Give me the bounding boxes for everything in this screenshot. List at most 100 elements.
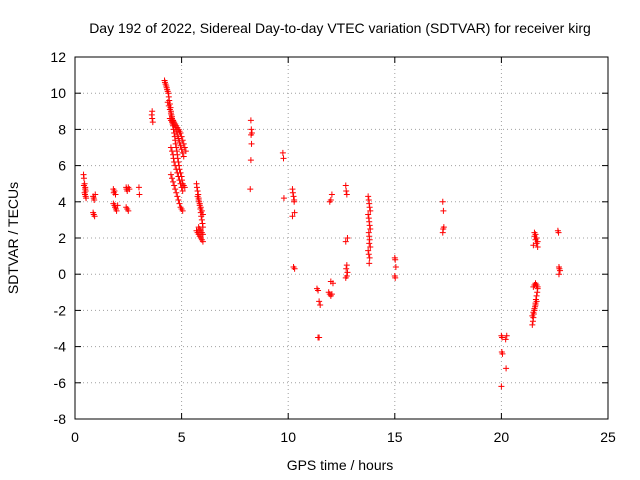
data-point	[92, 191, 99, 198]
data-point	[343, 191, 350, 198]
data-point	[197, 204, 204, 211]
data-point	[289, 189, 296, 196]
data-point	[179, 149, 186, 156]
data-point	[181, 144, 188, 151]
data-point	[177, 142, 184, 149]
data-point	[171, 158, 178, 165]
data-point	[342, 182, 349, 189]
data-point	[503, 332, 510, 339]
data-point	[529, 321, 536, 328]
data-point	[327, 196, 334, 203]
data-point	[365, 247, 372, 254]
data-point	[178, 184, 185, 191]
y-tick-label: -4	[54, 339, 67, 355]
data-point	[530, 242, 537, 249]
data-point	[367, 244, 374, 251]
data-point	[171, 182, 178, 189]
data-point	[367, 207, 374, 214]
y-tick-label: 0	[58, 266, 66, 282]
data-point	[291, 209, 298, 216]
data-point	[172, 140, 179, 147]
data-point	[291, 265, 298, 272]
data-point	[440, 207, 447, 214]
data-point	[165, 102, 172, 109]
data-point	[366, 260, 373, 267]
data-point	[179, 207, 186, 214]
data-point	[365, 251, 372, 258]
data-point	[439, 229, 446, 236]
data-point	[499, 350, 506, 357]
data-point	[248, 126, 255, 133]
y-tick-label: 6	[58, 158, 66, 174]
data-point	[317, 301, 324, 308]
y-tick-label: -2	[54, 302, 67, 318]
data-point	[280, 195, 287, 202]
data-point	[248, 140, 255, 147]
data-point	[316, 298, 323, 305]
chart-title: Day 192 of 2022, Sidereal Day-to-day VTE…	[89, 20, 591, 36]
data-point	[199, 238, 206, 245]
data-point	[198, 207, 205, 214]
x-axis-title: GPS time / hours	[287, 457, 394, 473]
data-point	[172, 186, 179, 193]
data-point	[125, 207, 132, 214]
data-point	[289, 213, 296, 220]
data-point	[173, 144, 180, 151]
data-point	[178, 133, 185, 140]
data-point	[176, 200, 183, 207]
data-point	[170, 178, 177, 185]
data-point	[175, 196, 182, 203]
data-point	[343, 187, 350, 194]
data-point	[392, 263, 399, 270]
data-point	[529, 312, 536, 319]
data-point	[176, 139, 183, 146]
data-point	[176, 177, 183, 184]
data-point	[149, 115, 156, 122]
data-point	[172, 162, 179, 169]
data-point	[199, 211, 206, 218]
data-point	[82, 186, 89, 193]
data-point	[533, 240, 540, 247]
data-point	[343, 262, 350, 269]
data-point	[164, 99, 171, 106]
data-point	[180, 153, 187, 160]
data-point	[167, 171, 174, 178]
x-tick-label: 10	[280, 429, 296, 445]
data-point	[365, 211, 372, 218]
y-axis-title: SDTVAR / TECUs	[5, 182, 21, 294]
data-point	[316, 334, 323, 341]
x-tick-label: 0	[71, 429, 79, 445]
data-point	[328, 191, 335, 198]
data-point	[170, 155, 177, 162]
data-point	[392, 274, 399, 281]
data-point	[136, 191, 143, 198]
data-point	[166, 106, 173, 113]
data-point	[194, 187, 201, 194]
data-point	[329, 280, 336, 287]
data-point	[175, 173, 182, 180]
data-point	[342, 274, 349, 281]
data-point	[175, 135, 182, 142]
data-point	[366, 204, 373, 211]
data-point	[177, 180, 184, 187]
data-point	[533, 292, 540, 299]
data-point	[531, 305, 538, 312]
data-point	[91, 213, 98, 220]
data-point	[113, 207, 120, 214]
data-point	[534, 244, 541, 251]
y-tick-label: 4	[58, 194, 66, 210]
data-point	[343, 265, 350, 272]
data-point	[169, 175, 176, 182]
data-point	[80, 175, 87, 182]
data-point	[173, 166, 180, 173]
data-point	[439, 198, 446, 205]
data-point	[532, 236, 539, 243]
data-point	[126, 186, 133, 193]
data-point	[174, 193, 181, 200]
data-point	[365, 193, 372, 200]
data-point	[555, 271, 562, 278]
y-tick-label: 10	[50, 85, 66, 101]
y-tick-label: 12	[50, 49, 66, 65]
x-tick-label: 25	[600, 429, 616, 445]
data-point	[344, 269, 351, 276]
